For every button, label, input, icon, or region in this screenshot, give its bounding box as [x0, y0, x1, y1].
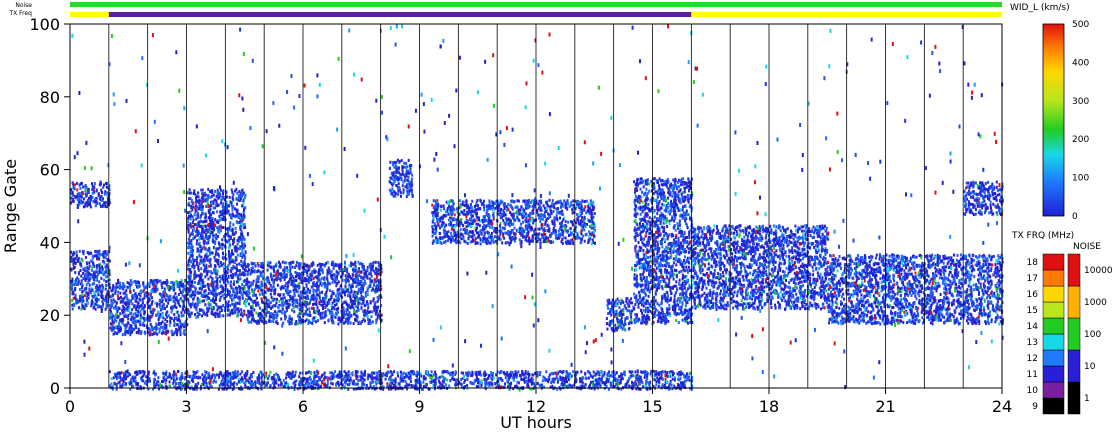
- txfreq-colorbar-cell: [1042, 365, 1065, 383]
- echo-region: [963, 180, 1004, 217]
- txfreq-colorbar-tick: 10: [1027, 386, 1039, 396]
- y-axis-title: Range Gate: [1, 159, 20, 253]
- noise-colorbar-cell: [1067, 349, 1081, 383]
- txfreq-colorbar-cell: [1042, 349, 1065, 367]
- hour-gridlines: [108, 24, 964, 388]
- width-colorbar-tick: 500: [1072, 20, 1089, 30]
- echo-region: [388, 158, 414, 199]
- txfreq-colorbar-tick: 18: [1027, 258, 1039, 268]
- y-tick-label: 40: [40, 233, 60, 252]
- echo-region: [70, 249, 111, 311]
- x-tick-label: 3: [181, 397, 191, 416]
- echo-layer: [70, 24, 1004, 392]
- x-tick-label: 24: [992, 397, 1012, 416]
- noise-colorbar-cell: [1067, 253, 1081, 287]
- echo-region: [186, 187, 247, 319]
- echo-region: [605, 297, 635, 333]
- width-colorbar-title: WID_L (km/s): [1010, 3, 1070, 13]
- noise-strip-label: Noise: [15, 2, 32, 9]
- txfreq-strip-segment: [691, 12, 1002, 17]
- y-tick-label: 80: [40, 88, 60, 107]
- txfreq-colorbar: 9 10 11 12 13 14 15 16 17 18: [1027, 253, 1065, 415]
- txfreq-strip: [70, 12, 1002, 17]
- echo-region: [691, 224, 830, 311]
- noise-strip-segment: [691, 2, 1002, 7]
- noise-colorbar: 1 10 100 1000 10000: [1067, 253, 1113, 415]
- txfreq-colorbar-cell: [1042, 269, 1065, 287]
- txfreq-colorbar-title: TX FRQ (MHz): [1011, 231, 1074, 241]
- x-tick-label: 6: [298, 397, 308, 416]
- y-tick-label: 0: [50, 379, 60, 398]
- x-tick-label: 0: [65, 397, 75, 416]
- echo-region: [244, 260, 383, 326]
- txfreq-colorbar-cell: [1042, 317, 1065, 335]
- txfreq-colorbar-tick: 14: [1027, 322, 1039, 332]
- width-colorbar: [1042, 23, 1065, 217]
- noise-colorbar-tick: 1000: [1084, 298, 1107, 308]
- width-colorbar-tick: 100: [1072, 174, 1089, 184]
- txfreq-colorbar-tick: 17: [1027, 274, 1038, 284]
- noise-colorbar-cell: [1067, 317, 1081, 351]
- txfreq-colorbar-cell: [1042, 333, 1065, 351]
- txfreq-colorbar-tick: 9: [1032, 402, 1038, 412]
- txfreq-strip-label: TX Freq: [8, 10, 32, 17]
- noise-colorbar-cell: [1067, 285, 1081, 319]
- echo-region: [108, 369, 694, 391]
- noise-colorbar-tick: 10000: [1084, 266, 1113, 276]
- x-tick-label: 18: [759, 397, 779, 416]
- x-axis-title: UT hours: [500, 413, 572, 432]
- scattered-echoes: [71, 24, 1004, 392]
- txfreq-strip-segment: [70, 12, 109, 17]
- y-tick-label: 20: [40, 306, 60, 325]
- echo-region: [70, 180, 111, 209]
- y-tick-label: 60: [40, 161, 60, 180]
- noise-colorbar-tick: 10: [1084, 362, 1096, 372]
- noise-colorbar-tick: 1: [1084, 394, 1090, 404]
- txfreq-colorbar-cell: [1042, 285, 1065, 303]
- txfreq-colorbar-tick: 11: [1027, 370, 1038, 380]
- echo-region: [108, 278, 189, 337]
- echo-region: [633, 177, 694, 326]
- x-tick-label: 12: [526, 397, 546, 416]
- echo-region: [827, 253, 1004, 326]
- y-tick-label: 100: [29, 15, 60, 34]
- txfreq-colorbar-tick: 16: [1027, 290, 1039, 300]
- txfreq-colorbar-cell: [1042, 381, 1065, 399]
- txfreq-colorbar-tick: 13: [1027, 338, 1038, 348]
- txfreq-colorbar-cell: [1042, 253, 1065, 271]
- width-colorbar-tick: 200: [1072, 135, 1089, 145]
- x-tick-label: 15: [642, 397, 662, 416]
- noise-colorbar-cell: [1067, 381, 1081, 415]
- y-axis: 0 20 40 60 80 100: [29, 15, 70, 398]
- noise-strip: [70, 2, 1002, 7]
- txfreq-colorbar-cell: [1042, 397, 1065, 415]
- width-colorbar-tick: 300: [1072, 97, 1089, 107]
- x-tick-label: 21: [875, 397, 895, 416]
- noise-colorbar-title: NOISE: [1073, 242, 1101, 252]
- echo-region: [431, 198, 596, 246]
- txfreq-strip-segment: [108, 12, 692, 17]
- x-tick-label: 9: [414, 397, 424, 416]
- width-colorbar-ticks: 0 100 200 300 400 500: [1072, 20, 1089, 222]
- width-colorbar-tick: 0: [1072, 212, 1078, 222]
- noise-colorbar-tick: 100: [1084, 330, 1101, 340]
- noise-strip-segment: [70, 2, 692, 7]
- txfreq-colorbar-tick: 12: [1027, 354, 1038, 364]
- width-colorbar-tick: 400: [1072, 58, 1089, 68]
- txfreq-colorbar-tick: 15: [1027, 306, 1038, 316]
- x-axis: 0 3 6 9 12 15 18 21 24: [65, 388, 1012, 416]
- txfreq-colorbar-cell: [1042, 301, 1065, 319]
